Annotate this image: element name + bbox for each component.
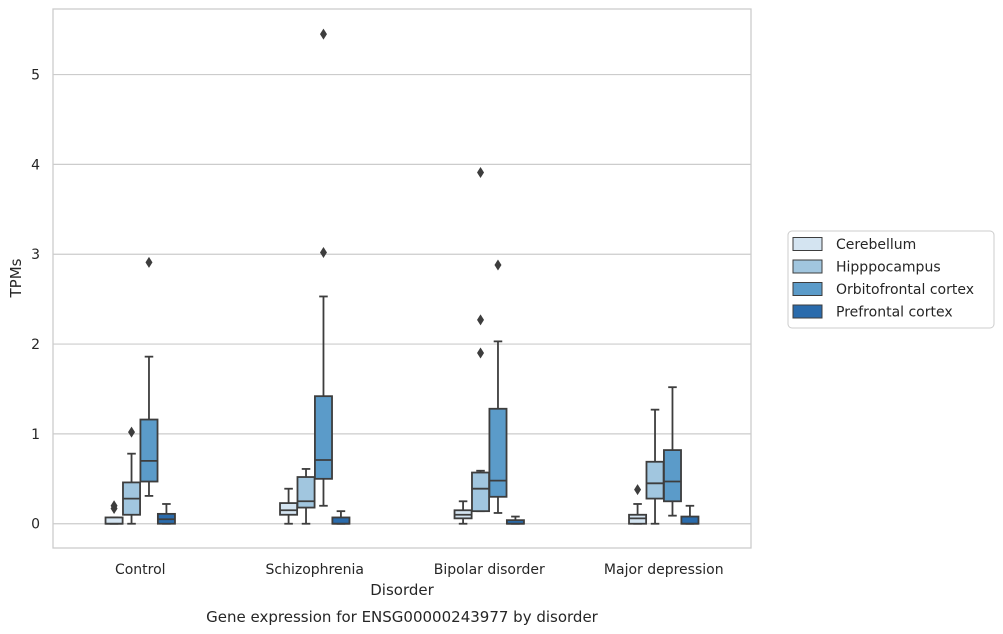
chart-title: Gene expression for ENSG00000243977 by d… [206,608,599,626]
outlier-point [477,347,485,359]
y-tick-label: 1 [31,427,40,443]
x-tick-label: Bipolar disorder [434,562,545,578]
box-orbitofrontal-cortex-2 [488,259,508,514]
box-iqr [296,476,316,509]
outlier-point [634,484,642,496]
box-iqr [331,516,351,525]
legend: Cerebellum Hipppocampus Orbitofrontal cort… [787,230,995,329]
box-prefrontal-cortex-2 [505,515,525,525]
outlier-point [110,500,118,512]
box-cerebellum-1 [279,487,299,525]
box-orbitofrontal-cortex-3 [663,386,682,517]
legend-swatch [792,282,823,296]
outlier-point [319,28,327,40]
y-tick-label: 0 [31,517,40,533]
legend-swatch [792,237,823,251]
box-cerebellum-0 [104,500,124,525]
y-tick-label: 2 [31,337,40,353]
x-tick-label: Schizophrenia [266,562,364,578]
legend-label: Cerebellum [836,237,916,253]
box-iqr [645,460,665,500]
y-axis-label: TPMs [7,258,25,298]
outlier-point [319,246,327,258]
box-orbitofrontal-cortex-0 [139,256,159,497]
box-orbitofrontal-cortex-1 [314,28,333,507]
box-iqr [471,471,490,513]
y-tick-labels: 0 1 2 3 4 5 [31,68,40,533]
x-tick-label: Major depression [604,562,724,578]
outlier-point [477,166,485,178]
box-plot-area [104,28,700,525]
box-iqr [139,418,159,483]
outlier-point [477,314,485,326]
legend-swatch [792,259,823,274]
legend-label: Prefrontal cortex [836,305,953,321]
plot-frame [52,8,752,549]
box-iqr [663,449,682,503]
box-cerebellum-3 [628,484,648,525]
box-iqr [314,395,333,480]
box-prefrontal-cortex-0 [156,503,176,525]
legend-frame [787,230,995,329]
y-tick-label: 4 [31,157,40,173]
box-hipppocampus-2 [471,166,490,513]
x-axis-label: Disorder [370,581,434,599]
box-iqr [104,516,124,525]
outlier-point [145,256,153,268]
box-hipppocampus-1 [296,468,316,525]
legend-label: Orbitofrontal cortex [836,282,974,298]
legend-swatch [792,304,823,319]
box-hipppocampus-0 [122,426,141,525]
box-iqr [680,515,700,525]
x-tick-label: Control [115,562,166,578]
y-tick-label: 3 [31,247,40,263]
box-prefrontal-cortex-3 [680,504,700,525]
box-iqr [279,502,299,516]
box-cerebellum-2 [453,500,473,525]
outlier-point [494,259,502,271]
legend-label: Hipppocampus [836,260,941,276]
box-iqr [488,407,508,498]
outlier-point [128,426,136,438]
x-tick-labels: Control Schizophrenia Bipolar disorder Majo… [115,562,724,578]
box-prefrontal-cortex-1 [331,510,351,525]
box-hipppocampus-3 [645,408,665,525]
y-tick-label: 5 [31,68,40,84]
